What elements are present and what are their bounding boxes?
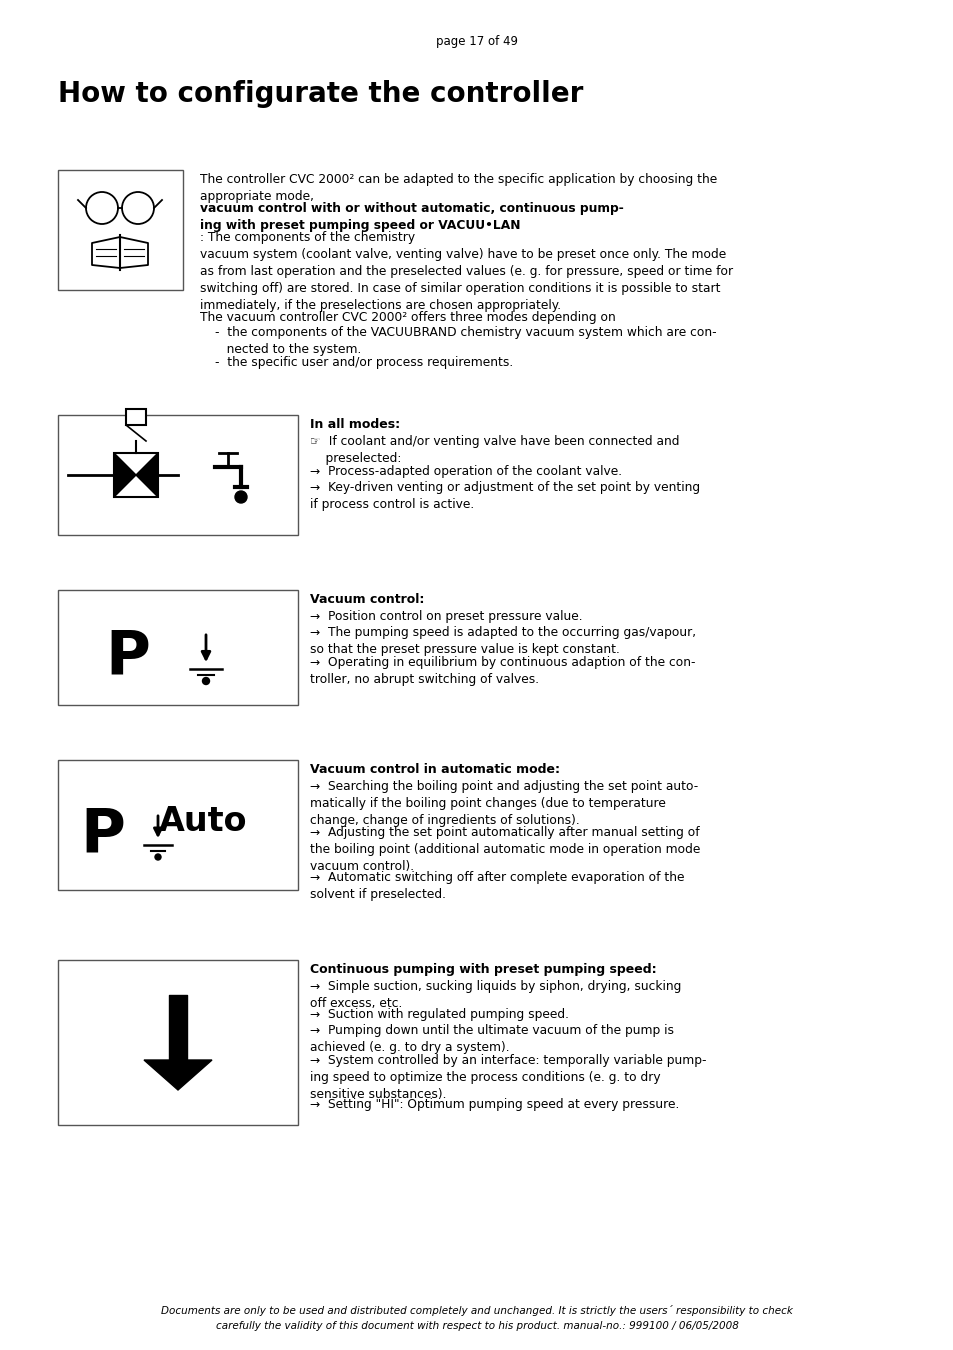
- Text: →  System controlled by an interface: temporally variable pump-
ing speed to opt: → System controlled by an interface: tem…: [310, 1054, 706, 1102]
- Bar: [58, 960, 297, 1125]
- Text: →  Pumping down until the ultimate vacuum of the pump is
achieved (e. g. to dry : → Pumping down until the ultimate vacuum…: [310, 1025, 673, 1054]
- Text: page 17 of 49: page 17 of 49: [436, 35, 517, 49]
- Text: P: P: [80, 805, 125, 864]
- Polygon shape: [136, 454, 158, 497]
- Text: →  Searching the boiling point and adjusting the set point auto-
matically if th: → Searching the boiling point and adjust…: [310, 780, 698, 828]
- Text: Continuous pumping with preset pumping speed:: Continuous pumping with preset pumping s…: [310, 963, 656, 976]
- Text: →  Adjusting the set point automatically after manual setting of
the boiling poi: → Adjusting the set point automatically …: [310, 826, 700, 873]
- Text: P: P: [106, 626, 151, 686]
- Text: →  Simple suction, sucking liquids by siphon, drying, sucking
off excess, etc.: → Simple suction, sucking liquids by sip…: [310, 980, 680, 1010]
- Text: →  Automatic switching off after complete evaporation of the
solvent if preselec: → Automatic switching off after complete…: [310, 871, 684, 900]
- Text: →  Setting "HI": Optimum pumping speed at every pressure.: → Setting "HI": Optimum pumping speed at…: [310, 1098, 679, 1111]
- Bar: [58, 760, 297, 890]
- Bar: [58, 590, 297, 705]
- Text: Auto: Auto: [158, 805, 247, 838]
- Text: →  Operating in equilibrium by continuous adaption of the con-
troller, no abrup: → Operating in equilibrium by continuous…: [310, 656, 695, 686]
- Text: →  Key-driven venting or adjustment of the set point by venting
if process contr: → Key-driven venting or adjustment of th…: [310, 481, 700, 512]
- Text: : The components of the chemistry
vacuum system (coolant valve, venting valve) h: : The components of the chemistry vacuum…: [200, 231, 732, 312]
- Circle shape: [234, 491, 247, 504]
- Polygon shape: [144, 1060, 212, 1089]
- Text: →  The pumping speed is adapted to the occurring gas/vapour,
so that the preset : → The pumping speed is adapted to the oc…: [310, 626, 696, 656]
- Text: Vacuum control:: Vacuum control:: [310, 593, 424, 606]
- Bar: [113, 454, 158, 497]
- Text: In all modes:: In all modes:: [310, 418, 399, 431]
- Text: →  Process-adapted operation of the coolant valve.: → Process-adapted operation of the coola…: [310, 464, 621, 478]
- Bar: [58, 414, 297, 535]
- Polygon shape: [113, 454, 136, 497]
- Bar: [58, 170, 183, 290]
- Text: Vacuum control in automatic mode:: Vacuum control in automatic mode:: [310, 763, 559, 776]
- Text: →  Suction with regulated pumping speed.: → Suction with regulated pumping speed.: [310, 1008, 568, 1021]
- Bar: [126, 409, 146, 425]
- Text: ☞  If coolant and/or venting valve have been connected and
    preselected:: ☞ If coolant and/or venting valve have b…: [310, 435, 679, 464]
- Text: carefully the validity of this document with respect to his product. manual-no.:: carefully the validity of this document …: [215, 1322, 738, 1331]
- Text: →  Position control on preset pressure value.: → Position control on preset pressure va…: [310, 610, 582, 622]
- Circle shape: [202, 678, 210, 684]
- Text: -  the specific user and/or process requirements.: - the specific user and/or process requi…: [214, 356, 513, 369]
- Circle shape: [154, 855, 161, 860]
- Text: How to configurate the controller: How to configurate the controller: [58, 80, 583, 108]
- Text: The controller CVC 2000² can be adapted to the specific application by choosing : The controller CVC 2000² can be adapted …: [200, 173, 717, 202]
- Text: vacuum control with or without automatic, continuous pump-
ing with preset pumpi: vacuum control with or without automatic…: [200, 202, 623, 232]
- Text: Documents are only to be used and distributed completely and unchanged. It is st: Documents are only to be used and distri…: [161, 1305, 792, 1316]
- Text: The vacuum controller CVC 2000² offers three modes depending on: The vacuum controller CVC 2000² offers t…: [200, 310, 615, 324]
- Text: -  the components of the VACUUBRAND chemistry vacuum system which are con-
   ne: - the components of the VACUUBRAND chemi…: [214, 325, 716, 356]
